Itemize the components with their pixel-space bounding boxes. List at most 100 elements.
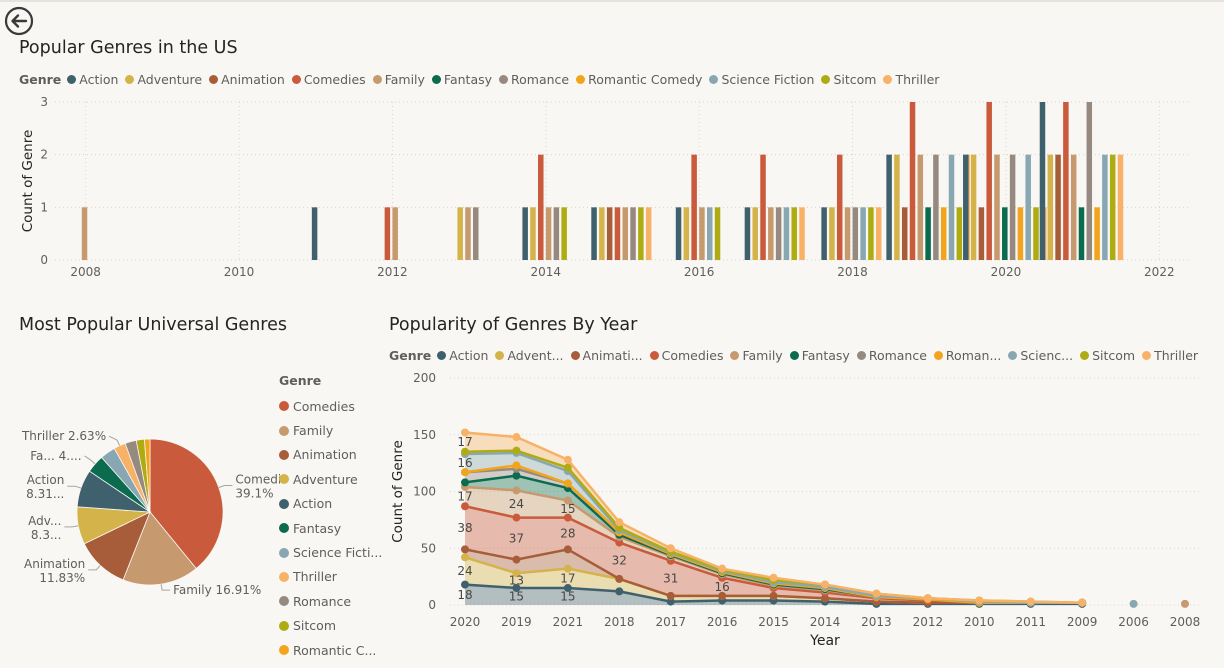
area-data-label: 18 bbox=[457, 588, 472, 602]
area-x-tick-label: 2013 bbox=[861, 615, 892, 629]
legend-item-family[interactable]: Family bbox=[730, 348, 783, 363]
legend-item-adventure[interactable]: Advent... bbox=[495, 348, 564, 363]
pie-legend-item-thriller[interactable]: Thriller bbox=[279, 565, 382, 589]
legend-item-action[interactable]: Action bbox=[437, 348, 488, 363]
legend-item-label: Family bbox=[384, 72, 425, 87]
legend-item-family[interactable]: Family bbox=[372, 72, 425, 87]
pie-legend-item-action[interactable]: Action bbox=[279, 492, 382, 516]
bar-family-2013 bbox=[465, 207, 471, 260]
pie-leader-line bbox=[160, 584, 171, 591]
bar-romance-2020 bbox=[1009, 154, 1016, 260]
bar-legend-label: Genre bbox=[19, 72, 62, 87]
pie-leader-line bbox=[108, 435, 121, 446]
legend-item-fantasy[interactable]: Fantasy bbox=[431, 72, 492, 87]
pie-legend-item-adventure[interactable]: Adventure bbox=[279, 467, 382, 491]
area-data-label: 32 bbox=[612, 554, 627, 568]
legend-item-sitcom[interactable]: Sitcom bbox=[1080, 348, 1135, 363]
legend-item-romance[interactable]: Romance bbox=[499, 72, 569, 87]
pie-legend-item-science-fiction[interactable]: Science Ficti... bbox=[279, 540, 382, 564]
legend-item-romantic-comedy[interactable]: Romantic Comedy bbox=[576, 72, 702, 87]
pie-legend-label: Genre bbox=[279, 373, 322, 388]
legend-dot-icon bbox=[1142, 351, 1152, 360]
pie-legend-item-sitcom[interactable]: Sitcom bbox=[279, 614, 382, 638]
area-band-thriller bbox=[465, 432, 1083, 603]
pie-slice-value-label: 8.31... bbox=[26, 487, 64, 501]
pie-slice-family bbox=[122, 511, 197, 586]
bar-animation-2015 bbox=[606, 207, 613, 260]
area-data-label: 13 bbox=[509, 574, 524, 588]
legend-item-comedies[interactable]: Comedies bbox=[291, 72, 366, 87]
area-point-sitcom bbox=[461, 447, 469, 456]
legend-item-label: Romance bbox=[868, 348, 927, 363]
legend-dot-icon bbox=[933, 351, 943, 360]
area-point-animation bbox=[666, 591, 675, 600]
bar-adventure-2015 bbox=[599, 207, 605, 260]
legend-dot-icon bbox=[649, 351, 659, 360]
legend-item-thriller[interactable]: Thriller bbox=[883, 72, 939, 87]
legend-item-science-fiction[interactable]: Scienc... bbox=[1008, 348, 1073, 363]
bar-action-2021 bbox=[1039, 102, 1046, 260]
bar-action-2011 bbox=[311, 207, 318, 260]
legend-item-sitcom[interactable]: Sitcom bbox=[821, 72, 876, 87]
area-y-tick-label: 200 bbox=[413, 371, 436, 385]
bar-y-tick-label: 0 bbox=[40, 253, 48, 267]
pie-legend-item-romance[interactable]: Romance bbox=[279, 589, 382, 613]
back-arrow-icon[interactable] bbox=[4, 6, 34, 36]
legend-item-romance[interactable]: Romance bbox=[856, 348, 927, 363]
legend-item-action[interactable]: Action bbox=[67, 72, 118, 87]
bar-action-2018 bbox=[821, 207, 827, 260]
pie-chart: Comedies39.1% Family 16.91% Animation11.83… bbox=[21, 429, 280, 597]
legend-dot-icon bbox=[279, 547, 289, 558]
pie-leader-line bbox=[64, 525, 79, 528]
area-y-axis-label: Count of Genre bbox=[390, 440, 406, 543]
legend-item-label: Adventure bbox=[137, 72, 203, 87]
bar-thriller-2021 bbox=[1117, 154, 1124, 260]
bar-x-tick-label: 2014 bbox=[531, 265, 562, 279]
pie-slice-label: Animation bbox=[24, 557, 85, 571]
legend-item-science-fiction[interactable]: Science Fiction bbox=[709, 72, 814, 87]
legend-item-comedies[interactable]: Comedies bbox=[649, 348, 723, 363]
area-point-action bbox=[666, 597, 675, 606]
area-y-tick-label: 150 bbox=[413, 428, 436, 442]
bar-sitcom-2020 bbox=[1033, 207, 1039, 260]
legend-item-animation[interactable]: Animation bbox=[209, 72, 285, 87]
legend-dot-icon bbox=[789, 351, 799, 360]
area-point-animation bbox=[769, 591, 778, 600]
legend-item-thriller[interactable]: Thriller bbox=[1142, 348, 1198, 363]
pie-chart-title: Most Popular Universal Genres bbox=[19, 315, 287, 335]
area-point-action bbox=[512, 583, 521, 592]
pie-legend-item-family[interactable]: Family bbox=[279, 418, 382, 442]
bar-action-2015 bbox=[591, 207, 597, 260]
area-data-label: 15 bbox=[509, 589, 524, 603]
legend-dot-icon bbox=[570, 351, 580, 360]
bar-romance-2018 bbox=[852, 207, 859, 260]
pie-legend-item-romantic-comedy[interactable]: Romantic C... bbox=[279, 638, 382, 662]
legend-dot-icon bbox=[1008, 351, 1018, 360]
area-point-animation bbox=[461, 545, 469, 554]
legend-item-fantasy[interactable]: Fantasy bbox=[789, 348, 850, 363]
legend-item-label: Comedies bbox=[293, 398, 355, 414]
pie-legend-item-animation[interactable]: Animation bbox=[279, 443, 382, 467]
legend-item-adventure[interactable]: Adventure bbox=[125, 72, 202, 87]
bar-family-2020 bbox=[994, 154, 1000, 260]
legend-dot-icon bbox=[279, 571, 289, 582]
bar-romance-2019 bbox=[933, 154, 939, 260]
legend-dot-icon bbox=[499, 75, 509, 84]
pie-legend-item-fantasy[interactable]: Fantasy bbox=[279, 516, 382, 540]
area-point-comedies bbox=[461, 502, 469, 511]
pie-legend-item-comedies[interactable]: Comedies bbox=[279, 394, 382, 418]
area-x-tick-label: 2015 bbox=[758, 615, 789, 629]
legend-item-label: Romantic Comedy bbox=[588, 72, 703, 87]
area-data-label: 15 bbox=[560, 502, 575, 516]
area-point-romantic-comedy bbox=[512, 461, 521, 470]
legend-item-animation[interactable]: Animati... bbox=[570, 348, 643, 363]
bar-x-tick-label: 2018 bbox=[837, 265, 868, 279]
area-point-comedies bbox=[563, 513, 572, 522]
legend-item-romantic-comedy[interactable]: Roman... bbox=[933, 348, 1001, 363]
area-point-thriller bbox=[512, 433, 521, 442]
area-data-label: 37 bbox=[509, 532, 524, 546]
legend-dot-icon bbox=[67, 75, 77, 84]
bar-x-tick-label: 2022 bbox=[1144, 265, 1175, 279]
bar-science-fiction-2016 bbox=[706, 207, 713, 260]
area-band-action bbox=[465, 584, 1083, 605]
